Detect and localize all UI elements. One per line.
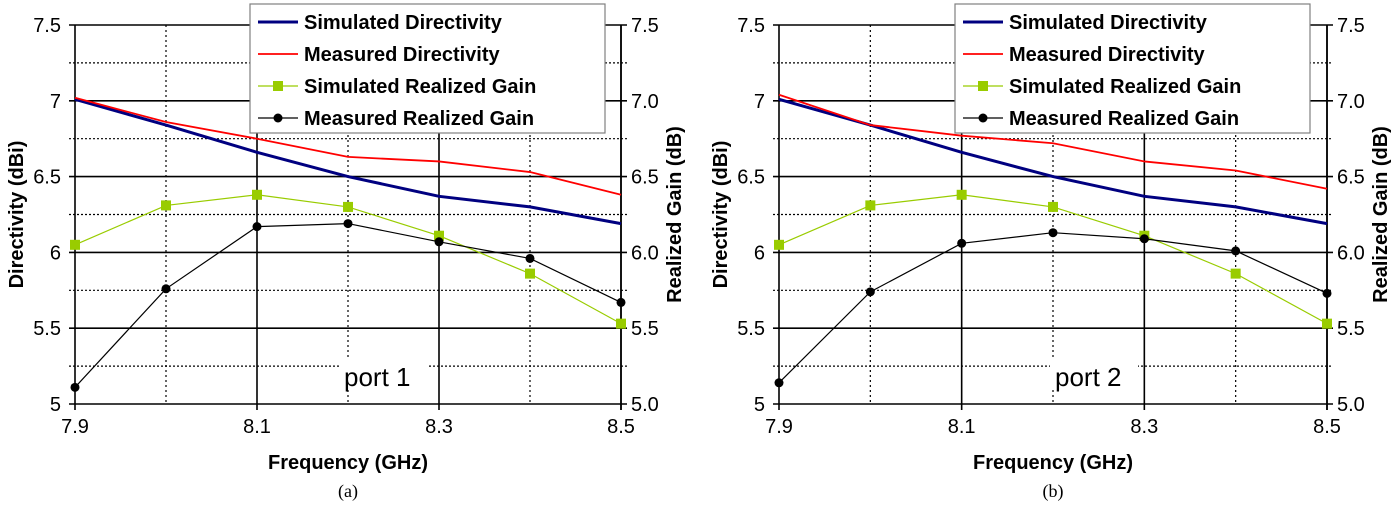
x-tick-label: 8.3 bbox=[425, 416, 453, 438]
y-tick-label: 6.5 bbox=[737, 167, 765, 189]
marker-circle bbox=[957, 238, 967, 248]
chart-b: 5 5.5 6 6.5 7 7.5 5.0 5.5 6.0 6.5 7.0 7.5 7.9 8.1 8.3 8… bbox=[710, 3, 1392, 502]
x-axis-label: Frequency (GHz) bbox=[973, 452, 1133, 474]
y2-tick-label: 6.5 bbox=[631, 167, 659, 189]
caption: (a) bbox=[338, 481, 358, 502]
x-axis-label: Frequency (GHz) bbox=[268, 452, 428, 474]
y2-tick-label: 7.5 bbox=[631, 15, 659, 37]
series-line-simulated-directivity bbox=[74, 97, 622, 226]
marker-square bbox=[1048, 201, 1058, 212]
marker-square bbox=[956, 189, 967, 200]
y-tick-label: 7 bbox=[50, 91, 61, 113]
y-tick-label: 6 bbox=[754, 242, 765, 264]
port-annotation: port 2 bbox=[1055, 362, 1122, 392]
chart-a: 5 5.5 6 6.5 7 7.5 5.0 5.5 6.0 6.5 7.0 7.5 7.9 8.1 8.3 8… bbox=[6, 3, 686, 502]
y-tick-label: 7 bbox=[754, 91, 765, 113]
marker-square bbox=[616, 318, 626, 329]
y-tick-label: 7.5 bbox=[737, 15, 765, 37]
marker-square bbox=[252, 189, 262, 200]
y-tick-label: 6 bbox=[50, 242, 61, 264]
legend-marker-circle bbox=[273, 113, 283, 123]
marker-circle bbox=[1139, 234, 1149, 244]
legend-label: Measured Realized Gain bbox=[304, 108, 534, 130]
y-tick-label: 5.5 bbox=[737, 318, 765, 340]
series-line-measured-directivity bbox=[74, 96, 622, 196]
marker-square bbox=[525, 268, 535, 279]
legend-label: Simulated Realized Gain bbox=[304, 76, 536, 98]
marker-square bbox=[161, 200, 171, 211]
x-tick-label: 8.1 bbox=[948, 416, 976, 438]
marker-square bbox=[1230, 268, 1241, 279]
x-tick-label: 8.5 bbox=[1313, 416, 1341, 438]
x-tick-label: 7.9 bbox=[765, 416, 793, 438]
y2-tick-label: 5.0 bbox=[631, 394, 659, 416]
marker-circle bbox=[865, 287, 875, 297]
marker-circle bbox=[616, 297, 626, 307]
legend-label: Measured Directivity bbox=[304, 44, 501, 66]
marker-circle bbox=[161, 284, 171, 294]
legend-box bbox=[954, 3, 1311, 134]
port-annotation: port 1 bbox=[344, 362, 411, 392]
y-tick-label: 5 bbox=[754, 394, 765, 416]
y2-tick-label: 7.0 bbox=[1337, 91, 1365, 113]
y2-tick-label: 6.0 bbox=[631, 242, 659, 264]
y-tick-label: 7.5 bbox=[33, 15, 61, 37]
y-axis-label: Directivity (dBi) bbox=[710, 141, 732, 289]
x-tick-label: 8.5 bbox=[607, 416, 635, 438]
legend-label: Simulated Realized Gain bbox=[1009, 76, 1241, 98]
marker-circle bbox=[343, 219, 353, 229]
legend: Simulated Directivity Measured Directivit… bbox=[249, 3, 606, 134]
marker-circle bbox=[1322, 288, 1332, 298]
marker-circle bbox=[252, 222, 262, 232]
marker-circle bbox=[1231, 246, 1241, 256]
marker-circle bbox=[434, 237, 444, 247]
y2-axis-label: Realized Gain (dB) bbox=[1370, 126, 1392, 303]
marker-square bbox=[774, 239, 784, 250]
y-axis-label: Directivity (dBi) bbox=[6, 141, 28, 289]
marker-square bbox=[865, 200, 876, 211]
series-line-measured-directivity bbox=[778, 93, 1328, 190]
legend-label: Simulated Directivity bbox=[1009, 12, 1208, 34]
legend-marker-circle bbox=[978, 113, 988, 123]
legend-label: Simulated Directivity bbox=[304, 12, 503, 34]
legend-label: Measured Realized Gain bbox=[1009, 108, 1239, 130]
y-tick-label: 6.5 bbox=[33, 167, 61, 189]
annotation-bg bbox=[1050, 358, 1138, 390]
marker-circle bbox=[70, 382, 80, 392]
y2-tick-label: 7.0 bbox=[631, 91, 659, 113]
legend-marker-square bbox=[978, 81, 988, 91]
y2-tick-label: 5.0 bbox=[1337, 394, 1365, 416]
annotation-bg bbox=[339, 358, 427, 390]
x-tick-label: 7.9 bbox=[61, 416, 89, 438]
y2-tick-label: 5.5 bbox=[631, 318, 659, 340]
marker-circle bbox=[774, 378, 784, 388]
marker-square bbox=[1322, 318, 1332, 329]
y2-axis-label: Realized Gain (dB) bbox=[664, 126, 686, 303]
y-tick-label: 5 bbox=[50, 394, 61, 416]
y2-tick-label: 5.5 bbox=[1337, 318, 1365, 340]
series-line-simulated-realized-gain bbox=[74, 194, 622, 325]
marker-circle bbox=[1048, 228, 1058, 238]
x-tick-label: 8.1 bbox=[243, 416, 271, 438]
y2-tick-label: 6.5 bbox=[1337, 167, 1365, 189]
y2-tick-label: 6.0 bbox=[1337, 242, 1365, 264]
legend-label: Measured Directivity bbox=[1009, 44, 1206, 66]
y2-tick-label: 7.5 bbox=[1337, 15, 1365, 37]
caption: (b) bbox=[1043, 481, 1064, 502]
y-tick-label: 5.5 bbox=[33, 318, 61, 340]
x-tick-label: 8.3 bbox=[1130, 416, 1158, 438]
marker-square bbox=[70, 239, 80, 250]
marker-square bbox=[434, 230, 444, 241]
legend-marker-square bbox=[273, 81, 283, 91]
marker-square bbox=[343, 201, 353, 212]
legend-box bbox=[249, 3, 606, 134]
marker-circle bbox=[525, 253, 535, 263]
legend: Simulated Directivity Measured Directivit… bbox=[954, 3, 1311, 134]
